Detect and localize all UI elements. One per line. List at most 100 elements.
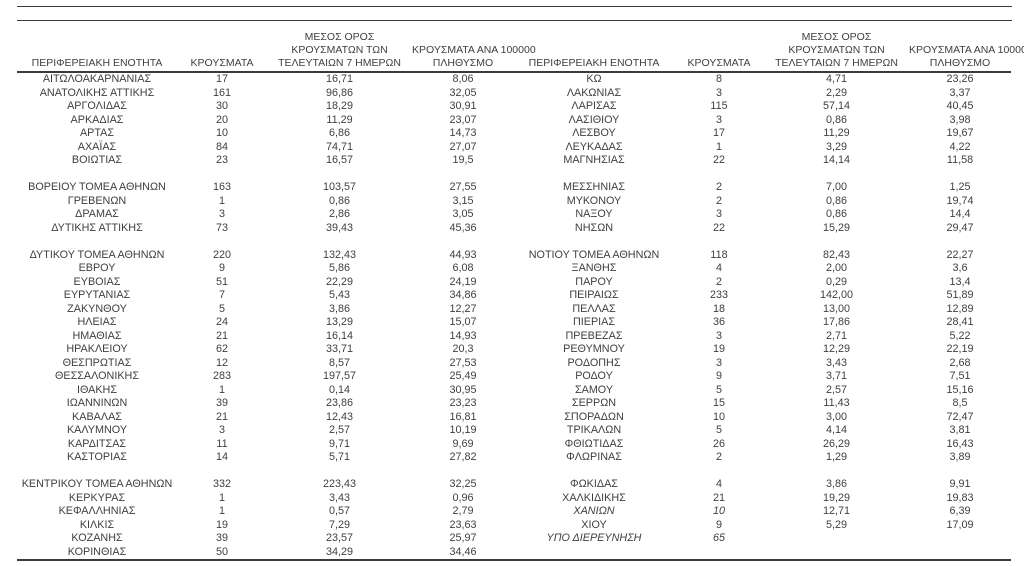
per100k-cell: 44,93: [449, 248, 477, 261]
avg7-cell: 34,29: [325, 545, 354, 558]
region-cell: ΛΕΥΚΑΔΑΣ: [565, 140, 623, 153]
header-avg7-right-line2: ΚΡΟΥΣΜΑΤΩΝ ΤΩΝ: [788, 44, 885, 56]
avg7-cell: 57,14: [822, 100, 851, 112]
per100k-cell: 3,6: [952, 262, 968, 274]
cases-cell: 2: [715, 181, 722, 193]
avg7-cell: [764, 168, 909, 182]
avg7-cell: 19,29: [822, 491, 851, 504]
avg7-cell: 16,57: [325, 154, 354, 166]
avg7-cell: 2,86: [328, 208, 350, 220]
region-cell: ΗΡΑΚΛΕΙΟΥ: [66, 343, 128, 355]
cases-cell: [674, 168, 764, 182]
header-avg7-left: ΜΕΣΟΣ ΟΡΟΣ ΚΡΟΥΣΜΑΤΩΝ ΤΩΝ ΤΕΛΕΥΤΑΙΩΝ 7 Η…: [267, 21, 412, 73]
cases-cell: [177, 168, 267, 182]
region-cell: ΔΥΤΙΚΟΥ ΤΟΜΕΑ ΑΘΗΝΩΝ: [29, 248, 165, 261]
region-cell: ΥΠΟ ΔΙΕΡΕΥΝΗΣΗ: [546, 532, 642, 544]
table-row: ΚΑΛΥΜΝΟΥ 3 2,57 10,19 ΤΡΙΚΑΛΩΝ 5 4,14 3,…: [17, 424, 1011, 438]
per100k-cell: 14,4: [949, 208, 971, 220]
per100k-cell: 51,89: [946, 289, 974, 301]
region-cell: ΤΡΙΚΑΛΩΝ: [566, 424, 622, 436]
per100k-cell: 30,91: [449, 100, 477, 112]
per100k-cell: 34,86: [449, 289, 477, 301]
per100k-cell: 7,51: [949, 370, 971, 382]
region-cell: ΚΑΛΥΜΝΟΥ: [66, 424, 128, 436]
region-cell: ΛΕΣΒΟΥ: [572, 127, 616, 139]
region-cell: ΚΟΖΑΝΗΣ: [71, 532, 123, 544]
cases-cell: 9: [715, 370, 722, 382]
cases-cell: 1: [218, 194, 225, 207]
cases-cell: 24: [215, 316, 228, 328]
region-cell: ΛΑΚΩΝΙΑΣ: [566, 86, 622, 99]
avg7-cell: 16,71: [325, 73, 354, 85]
cases-cell: 62: [215, 343, 228, 355]
region-cell: ΛΑΣΙΘΙΟΥ: [568, 113, 620, 126]
cases-cell: 51: [215, 275, 228, 288]
cases-cell: 22: [712, 221, 725, 234]
cases-cell: 14: [215, 451, 228, 463]
region-cell: ΠΙΕΡΙΑΣ: [572, 316, 616, 328]
per100k-cell: 34,46: [449, 545, 477, 558]
cases-cell: 3: [218, 424, 225, 436]
table-row: ΚΕΝΤΡΙΚΟΥ ΤΟΜΕΑ ΑΘΗΝΩΝ 332 223,43 32,25 …: [17, 478, 1011, 492]
header-per100k-left: ΚΡΟΥΣΜΑΤΑ ΑΝΑ 100000 ΠΛΗΘΥΣΜΟ: [412, 21, 536, 73]
region-cell: ΑΧΑΪΑΣ: [77, 140, 117, 153]
table-row: ΑΙΤΩΛΟΑΚΑΡΝΑΝΙΑΣ 17 16,71 8,06 ΚΩ 8 4,71…: [17, 72, 1011, 87]
cases-cell: 3: [715, 356, 722, 369]
cases-cell: 15: [712, 397, 725, 409]
cases-cell: 39: [215, 532, 228, 544]
avg7-cell: [764, 465, 909, 479]
cases-cell: 5: [715, 383, 722, 396]
table-row: ΚΙΛΚΙΣ 19 7,29 23,63 ΧΙΟΥ 9 5,29 17,09: [17, 519, 1011, 533]
per100k-cell: 40,45: [946, 100, 974, 112]
region-cell: ΚΕΡΚΥΡΑΣ: [68, 491, 126, 504]
avg7-cell: 39,43: [325, 221, 354, 234]
avg7-cell: [764, 235, 909, 249]
region-cell: ΒΟΙΩΤΙΑΣ: [71, 154, 123, 166]
per100k-cell: 0,96: [452, 491, 474, 504]
avg7-cell: 5,71: [328, 451, 350, 463]
avg7-cell: 3,43: [825, 356, 847, 369]
avg7-cell: 197,57: [322, 370, 357, 382]
per100k-cell: 16,81: [449, 410, 477, 423]
per100k-cell: [909, 235, 1011, 249]
per100k-cell: 25,49: [449, 370, 477, 382]
cases-cell: 283: [212, 370, 231, 382]
header-avg7-left-line2: ΚΡΟΥΣΜΑΤΩΝ ΤΩΝ: [291, 44, 388, 56]
avg7-cell: 12,29: [822, 343, 851, 355]
table-row: ΚΑΣΤΟΡΙΑΣ 14 5,71 27,82 ΦΛΩΡΙΝΑΣ 2 1,29 …: [17, 451, 1011, 465]
cases-cell: 3: [715, 329, 722, 342]
cases-cell: 21: [215, 410, 228, 423]
header-per100k-right-line2: ΠΛΗΘΥΣΜΟ: [929, 57, 991, 69]
avg7-cell: 4,71: [825, 73, 847, 85]
cases-cell: 3: [715, 208, 722, 220]
avg7-cell: 0,86: [825, 208, 847, 220]
region-cell: [514, 168, 674, 182]
cases-cell: 9: [715, 518, 722, 531]
table-row: ΔΡΑΜΑΣ 3 2,86 3,05 ΝΑΞΟΥ 3 0,86 14,4: [17, 208, 1011, 222]
cases-cell: 3: [218, 208, 225, 220]
table-row: ΙΘΑΚΗΣ 1 0,14 30,95 ΣΑΜΟΥ 5 2,57 15,16: [17, 384, 1011, 398]
region-cell: ΧΙΟΥ: [581, 518, 607, 531]
per100k-cell: 23,07: [449, 113, 477, 126]
region-cell: [514, 546, 674, 561]
cases-cell: 118: [710, 248, 728, 261]
avg7-cell: 22,29: [325, 275, 354, 288]
table-row: ΑΡΤΑΣ 10 6,86 14,73 ΛΕΣΒΟΥ 17 11,29 19,6…: [17, 127, 1011, 141]
header-region-left-label: ΠΕΡΙΦΕΡΕΙΑΚΗ ΕΝΟΤΗΤΑ: [31, 57, 163, 69]
avg7-cell: 0,86: [328, 194, 350, 207]
region-cell: ΖΑΚΥΝΘΟΥ: [67, 302, 127, 315]
region-cell: ΑΡΓΟΛΙΔΑΣ: [67, 100, 127, 112]
cases-cell: 39: [215, 397, 228, 409]
avg7-cell: [764, 546, 909, 561]
per100k-cell: [909, 465, 1011, 479]
per100k-cell: 3,05: [452, 208, 474, 220]
region-cell: ΧΑΛΚΙΔΙΚΗΣ: [562, 491, 626, 504]
per100k-cell: 24,19: [449, 275, 477, 288]
cases-cell: 8: [715, 73, 722, 85]
avg7-cell: 2,71: [825, 329, 847, 342]
avg7-cell: [267, 235, 412, 249]
table-row: ΕΥΡΥΤΑΝΙΑΣ 7 5,43 34,86 ΠΕΙΡΑΙΩΣ 233 142…: [17, 289, 1011, 303]
cases-cell: 50: [215, 545, 228, 558]
region-cell: ΓΡΕΒΕΝΩΝ: [67, 194, 127, 207]
per100k-cell: 27,53: [449, 356, 477, 369]
